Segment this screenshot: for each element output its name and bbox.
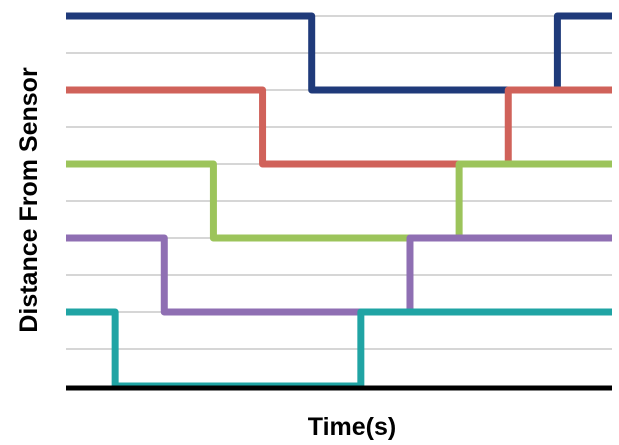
series-line-4: [66, 234, 612, 316]
y-axis-label: Distance From Sensor: [15, 67, 43, 333]
series-group: [66, 12, 612, 390]
series-line-2: [66, 86, 612, 168]
series-line-3: [66, 160, 612, 242]
x-axis-label: Time(s): [308, 413, 396, 441]
series-line-1: [66, 12, 612, 94]
gridlines: [66, 15, 612, 350]
